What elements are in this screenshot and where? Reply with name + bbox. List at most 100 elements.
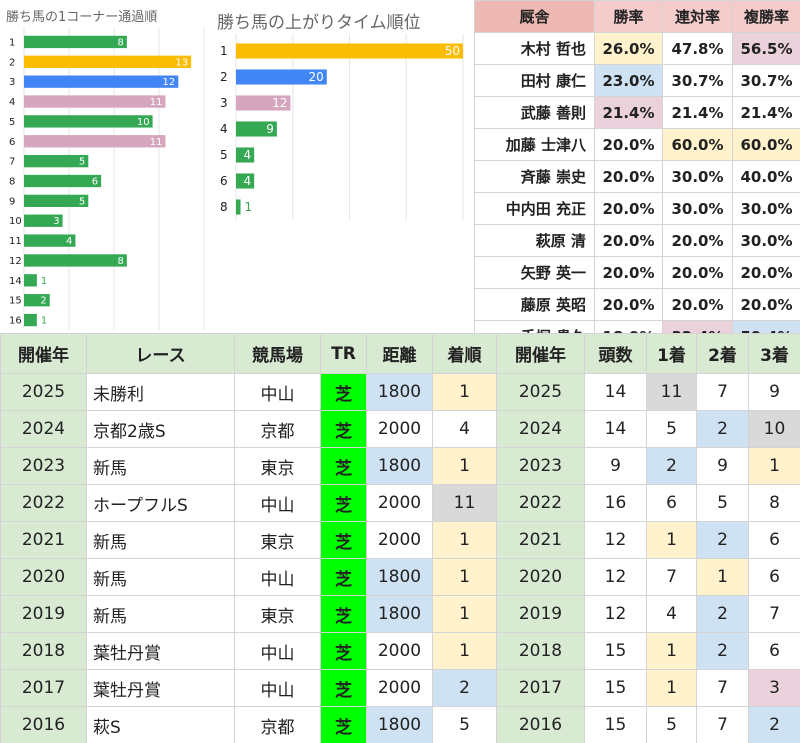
chart2-svg: 1 502 203 124 95 46 48 1 <box>220 34 464 220</box>
race-cell-p1: 4 <box>646 595 697 633</box>
value-label: 12 <box>163 77 176 88</box>
stat-cell: 56.5% <box>732 32 800 65</box>
value-label: 5 <box>79 196 85 207</box>
race-cell-year2: 2025 <box>496 373 585 411</box>
value-label: 4 <box>66 236 72 247</box>
race-cell-p2: 7 <box>696 373 749 411</box>
race-cell-p1: 1 <box>646 632 697 670</box>
race-cell-p3: 10 <box>748 410 800 448</box>
race-cell-year: 2025 <box>0 373 87 411</box>
race-header-cell: 3着 <box>748 333 800 374</box>
race-cell-finish: 11 <box>432 484 497 522</box>
race-cell-finish: 1 <box>432 632 497 670</box>
race-cell-p3: 6 <box>748 558 800 596</box>
race-cell-p1: 5 <box>646 706 697 743</box>
stat-cell: 20.0% <box>732 288 800 321</box>
stable-name: 中内田 充正 <box>474 192 595 225</box>
race-cell-year: 2020 <box>0 558 87 596</box>
table-row: 2025 未勝利 中山芝 1800 1 2025 14 11 7 9 <box>0 373 800 411</box>
race-cell-p1: 1 <box>646 521 697 559</box>
stat-cell: 26.0% <box>594 32 663 65</box>
category-label: 5 <box>220 148 228 162</box>
race-cell-dist: 2000 <box>366 521 433 559</box>
stable-header-cell: 複勝率 <box>732 0 800 33</box>
bar-15 <box>24 294 50 307</box>
bar-2 <box>24 55 192 68</box>
stat-cell: 20.0% <box>662 224 733 257</box>
category-label: 14 <box>9 276 22 287</box>
race-cell-course: 東京 <box>234 595 321 633</box>
race-cell-p3: 6 <box>748 632 800 670</box>
race-cell-finish: 1 <box>432 558 497 596</box>
category-label: 10 <box>9 216 22 227</box>
race-cell-tr: 芝 <box>320 447 367 485</box>
race-header-cell: 距離 <box>366 333 433 374</box>
race-cell-dist: 1800 <box>366 595 433 633</box>
value-label: 11 <box>150 97 163 108</box>
value-label: 20 <box>309 70 324 84</box>
table-row: 中内田 充正 20.0% 30.0% 30.0% <box>474 192 800 225</box>
race-cell-race: 萩S <box>86 706 235 743</box>
race-cell-p3: 8 <box>748 484 800 522</box>
race-cell-race: 新馬 <box>86 595 235 633</box>
race-cell-year: 2016 <box>0 706 87 743</box>
value-label: 1 <box>41 276 47 287</box>
category-label: 2 <box>9 57 15 68</box>
category-label: 6 <box>9 137 15 148</box>
bar-6 <box>24 135 166 148</box>
race-header-cell: レース <box>86 333 235 374</box>
stable-name: 加藤 士津八 <box>474 128 595 161</box>
stat-cell: 40.0% <box>732 160 800 193</box>
value-label: 50 <box>445 44 460 58</box>
bar-14 <box>24 274 37 287</box>
race-cell-year2: 2017 <box>496 669 585 707</box>
stable-header-cell: 連対率 <box>662 0 733 33</box>
race-cell-year: 2021 <box>0 521 87 559</box>
race-header-cell: TR <box>320 333 367 374</box>
category-label: 1 <box>9 37 15 48</box>
race-cell-p3: 6 <box>748 521 800 559</box>
race-cell-finish: 5 <box>432 706 497 743</box>
race-cell-race: 葉牡丹賞 <box>86 632 235 670</box>
race-cell-year: 2023 <box>0 447 87 485</box>
stat-cell: 20.0% <box>594 128 663 161</box>
stable-header-cell: 勝率 <box>594 0 663 33</box>
stat-cell: 20.0% <box>594 256 663 289</box>
race-cell-p2: 2 <box>696 595 749 633</box>
race-cell-year2: 2019 <box>496 595 585 633</box>
stat-cell: 20.0% <box>662 288 733 321</box>
stat-cell: 20.0% <box>732 256 800 289</box>
table-row: 加藤 士津八 20.0% 60.0% 60.0% <box>474 128 800 161</box>
race-header-cell: 2着 <box>696 333 749 374</box>
race-header-cell: 頭数 <box>584 333 647 374</box>
category-label: 12 <box>9 256 22 267</box>
race-cell-p2: 5 <box>696 484 749 522</box>
category-label: 3 <box>220 96 228 110</box>
race-cell-runners: 15 <box>584 669 647 707</box>
stat-cell: 60.0% <box>732 128 800 161</box>
category-label: 8 <box>220 200 228 214</box>
race-cell-p2: 2 <box>696 632 749 670</box>
table-row: 田村 康仁 23.0% 30.7% 30.7% <box>474 64 800 97</box>
value-label: 5 <box>79 157 85 168</box>
table-row: 藤原 英昭 20.0% 20.0% 20.0% <box>474 288 800 321</box>
race-cell-finish: 1 <box>432 447 497 485</box>
value-label: 1 <box>41 316 47 327</box>
race-cell-year2: 2016 <box>496 706 585 743</box>
race-cell-year: 2018 <box>0 632 87 670</box>
race-cell-year2: 2022 <box>496 484 585 522</box>
race-cell-race: 京都2歳S <box>86 410 235 448</box>
stat-cell: 21.4% <box>594 96 663 129</box>
stable-header-cell: 厩舎 <box>474 0 595 33</box>
race-cell-dist: 2000 <box>366 632 433 670</box>
race-cell-p1: 7 <box>646 558 697 596</box>
stat-cell: 21.4% <box>732 96 800 129</box>
table-row: 萩原 清 20.0% 20.0% 30.0% <box>474 224 800 257</box>
race-cell-course: 中山 <box>234 632 321 670</box>
race-cell-runners: 15 <box>584 706 647 743</box>
category-label: 11 <box>9 236 22 247</box>
race-header-cell: 開催年 <box>0 333 87 374</box>
category-label: 6 <box>220 174 228 188</box>
value-label: 11 <box>150 137 163 148</box>
stable-name: 田村 康仁 <box>474 64 595 97</box>
